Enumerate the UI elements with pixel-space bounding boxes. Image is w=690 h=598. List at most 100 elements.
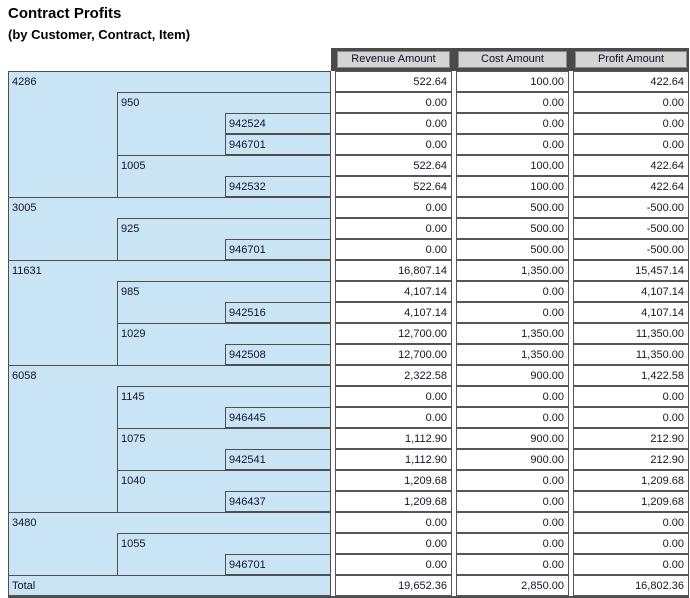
profit-cell: 422.64 xyxy=(573,176,689,197)
column-header-cost: Cost Amount xyxy=(456,48,569,71)
profit-cell: 11,350.00 xyxy=(573,323,689,344)
cost-cell: 0.00 xyxy=(456,554,569,575)
item-cell: 946701 xyxy=(225,239,331,260)
customer-group-cell: 3005 xyxy=(8,197,331,218)
contract-group-cell: 925 xyxy=(117,218,331,239)
cost-cell: 0.00 xyxy=(456,533,569,554)
profit-cell: 11,350.00 xyxy=(573,344,689,365)
revenue-cell: 0.00 xyxy=(335,134,452,155)
table-row: 942541 1,112.90 900.00 212.90 xyxy=(8,449,689,470)
revenue-cell: 0.00 xyxy=(335,92,452,113)
header-empty-area xyxy=(8,48,331,71)
cost-cell: 1,350.00 xyxy=(456,323,569,344)
cost-cell: 1,350.00 xyxy=(456,260,569,281)
cost-cell: 0.00 xyxy=(456,281,569,302)
profit-cell: 4,107.14 xyxy=(573,302,689,323)
cost-cell: 900.00 xyxy=(456,365,569,386)
contract-group-cell: 1075 xyxy=(117,428,331,449)
revenue-cell: 1,209.68 xyxy=(335,491,452,512)
table-row: 946701 0.00 0.00 0.00 xyxy=(8,134,689,155)
item-cell: 942532 xyxy=(225,176,331,197)
contract-group-span xyxy=(117,113,225,155)
revenue-cell: 12,700.00 xyxy=(335,344,452,365)
cost-cell: 0.00 xyxy=(456,407,569,428)
contract-group-cell: 1040 xyxy=(117,470,331,491)
revenue-cell: 522.64 xyxy=(335,176,452,197)
profit-cell: 0.00 xyxy=(573,386,689,407)
profit-cell: 1,209.68 xyxy=(573,470,689,491)
table-row: 942516 4,107.14 0.00 4,107.14 xyxy=(8,302,689,323)
table-row: 3480 0.00 0.00 0.00 xyxy=(8,512,689,533)
cost-cell: 0.00 xyxy=(456,113,569,134)
cost-cell: 0.00 xyxy=(456,491,569,512)
cost-cell: 500.00 xyxy=(456,197,569,218)
table-row: 6058 2,322.58 900.00 1,422.58 xyxy=(8,365,689,386)
profit-cell: 4,107.14 xyxy=(573,281,689,302)
column-header-label: Cost Amount xyxy=(458,51,567,68)
revenue-cell: 0.00 xyxy=(335,407,452,428)
column-header-label: Profit Amount xyxy=(575,51,687,68)
cost-cell: 100.00 xyxy=(456,155,569,176)
profit-cell: 0.00 xyxy=(573,554,689,575)
revenue-cell: 0.00 xyxy=(335,512,452,533)
revenue-cell: 4,107.14 xyxy=(335,281,452,302)
page-subtitle: (by Customer, Contract, Item) xyxy=(8,27,191,42)
revenue-cell: 1,112.90 xyxy=(335,449,452,470)
table-row: 1040 1,209.68 0.00 1,209.68 xyxy=(8,470,689,491)
table-row: 925 0.00 500.00 -500.00 xyxy=(8,218,689,260)
contract-group-cell: 950 xyxy=(117,92,331,113)
cost-cell: 0.00 xyxy=(456,386,569,407)
item-cell: 942524 xyxy=(225,113,331,134)
item-cell: 942541 xyxy=(225,449,331,470)
revenue-cell: 16,807.14 xyxy=(335,260,452,281)
contract-group-span xyxy=(117,302,225,323)
cost-cell: 0.00 xyxy=(456,134,569,155)
revenue-cell: 0.00 xyxy=(335,554,452,575)
revenue-cell: 522.64 xyxy=(335,155,452,176)
cost-cell: 0.00 xyxy=(456,92,569,113)
profit-cell: 0.00 xyxy=(573,533,689,554)
customer-group-span xyxy=(8,218,117,260)
item-cell: 942516 xyxy=(225,302,331,323)
revenue-cell: 0.00 xyxy=(335,113,452,134)
profit-cell: 0.00 xyxy=(573,92,689,113)
profit-cell: 15,457.14 xyxy=(573,260,689,281)
contract-group-span xyxy=(117,407,225,428)
table-row: 985 4,107.14 0.00 4,107.14 xyxy=(8,281,689,365)
table-row: 942508 12,700.00 1,350.00 11,350.00 xyxy=(8,344,689,365)
table-row: 4286 522.64 100.00 422.64 xyxy=(8,71,689,92)
item-cell: 946445 xyxy=(225,407,331,428)
revenue-cell: 2,322.58 xyxy=(335,365,452,386)
contract-group-cell: 985 xyxy=(117,281,331,302)
revenue-cell: 4,107.14 xyxy=(335,302,452,323)
contract-group-cell: 1145 xyxy=(117,386,331,407)
profit-cell: 422.64 xyxy=(573,71,689,92)
revenue-cell: 12,700.00 xyxy=(335,323,452,344)
profit-cell: -500.00 xyxy=(573,239,689,260)
table-row: 942524 0.00 0.00 0.00 xyxy=(8,113,689,155)
revenue-cell: 522.64 xyxy=(335,71,452,92)
contract-group-span xyxy=(117,449,225,470)
customer-group-span xyxy=(8,533,117,575)
cost-cell: 0.00 xyxy=(456,302,569,323)
contract-group-span xyxy=(117,344,225,365)
item-cell: 942508 xyxy=(225,344,331,365)
item-cell: 946701 xyxy=(225,554,331,575)
customer-group-span xyxy=(8,281,117,365)
table-row: 1145 0.00 0.00 0.00 xyxy=(8,386,689,512)
cost-cell: 100.00 xyxy=(456,71,569,92)
contract-group-span xyxy=(117,176,225,197)
revenue-cell: 0.00 xyxy=(335,218,452,239)
table-row: 1055 0.00 0.00 0.00 xyxy=(8,533,689,575)
revenue-cell: 1,112.90 xyxy=(335,428,452,449)
cost-cell: 900.00 xyxy=(456,449,569,470)
table-row: 1005 522.64 100.00 422.64 xyxy=(8,155,689,176)
table-row: 950 0.00 0.00 0.00 xyxy=(8,92,689,197)
profit-cell: 0.00 xyxy=(573,113,689,134)
table-row: 946701 0.00 0.00 0.00 xyxy=(8,554,689,575)
table-row: 946701 0.00 500.00 -500.00 xyxy=(8,239,689,260)
contract-group-span xyxy=(117,491,225,512)
profit-cell: 1,209.68 xyxy=(573,491,689,512)
cost-cell: 500.00 xyxy=(456,218,569,239)
